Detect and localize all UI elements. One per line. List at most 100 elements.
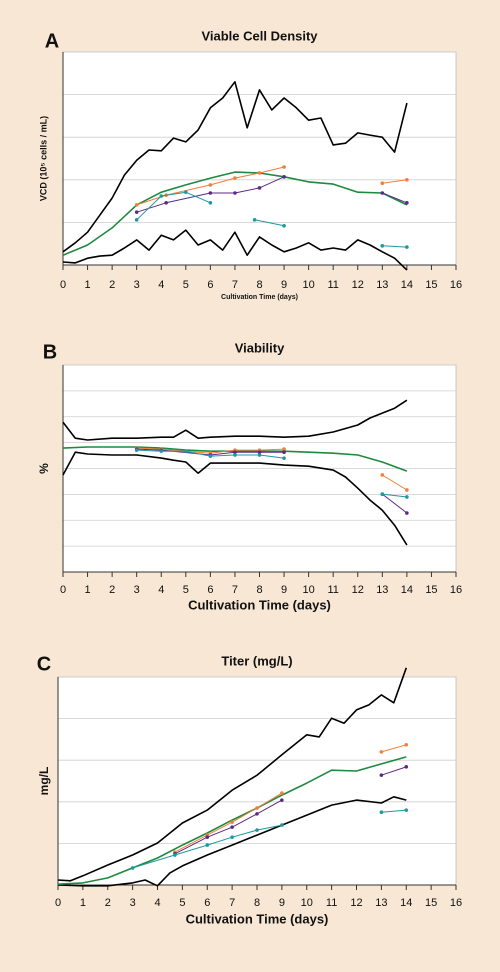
point <box>255 812 259 816</box>
point <box>282 447 286 451</box>
point <box>282 450 286 454</box>
x-tick-label: 3 <box>134 584 140 596</box>
x-tick-label: 11 <box>327 279 338 291</box>
point <box>257 171 262 175</box>
panel-letter: A <box>45 30 59 52</box>
series-line <box>132 809 407 869</box>
x-tick-label: 0 <box>60 279 66 291</box>
point <box>280 823 284 827</box>
x-tick-label: 4 <box>154 897 160 909</box>
point <box>380 244 385 248</box>
point <box>184 190 188 194</box>
x-tick-label: 12 <box>352 584 364 596</box>
chart-title: Titer (mg/L) <box>221 653 292 668</box>
x-tick-label: 10 <box>303 584 315 596</box>
x-tick-label: 5 <box>179 897 185 909</box>
point <box>282 224 286 228</box>
panel-letter: B <box>43 341 57 363</box>
series-line <box>57 796 407 887</box>
x-tick-label: 8 <box>256 279 262 291</box>
chart-title: Viability <box>235 340 285 355</box>
point <box>282 165 286 169</box>
panel-letter: C <box>37 653 51 675</box>
x-tick-label: 16 <box>450 279 462 291</box>
x-tick-label: 3 <box>134 279 140 291</box>
point <box>405 488 409 492</box>
series-line <box>62 229 408 271</box>
y-axis-label: % <box>37 463 51 474</box>
series-line <box>136 448 408 514</box>
x-tick-label: 8 <box>256 584 262 596</box>
x-tick-label: 3 <box>130 897 136 909</box>
x-tick-label: 1 <box>85 279 91 291</box>
point <box>184 449 188 453</box>
point <box>134 218 139 222</box>
point <box>159 449 164 453</box>
x-tick-label: 0 <box>60 584 66 596</box>
series-line <box>57 667 408 882</box>
y-axis-label: VCD (10⁵ cells / mL) <box>38 116 48 201</box>
x-tick-label: 10 <box>301 897 313 909</box>
plot-area <box>62 51 457 266</box>
point <box>380 191 385 195</box>
point <box>379 810 384 814</box>
x-axis-label: Cultivation Time (days) <box>221 294 298 301</box>
x-tick-label: 9 <box>281 584 287 596</box>
point <box>134 448 139 452</box>
point <box>233 450 237 454</box>
point <box>159 194 164 198</box>
x-tick-label: 5 <box>183 279 189 291</box>
x-axis-label: Cultivation Time (days) <box>188 597 331 612</box>
x-tick-label: 16 <box>450 897 462 909</box>
x-tick-label: 12 <box>352 279 364 291</box>
point <box>380 492 385 496</box>
x-tick-label: 14 <box>400 897 412 909</box>
series-line <box>57 756 407 885</box>
point <box>380 473 385 477</box>
x-tick-label: 2 <box>105 897 111 909</box>
series-line <box>62 399 408 441</box>
point <box>255 806 259 810</box>
series-line <box>62 81 408 253</box>
point <box>134 210 139 214</box>
point <box>233 176 237 180</box>
x-tick-label: 1 <box>80 897 86 909</box>
point <box>404 765 409 769</box>
point <box>257 453 262 457</box>
series-line <box>136 176 408 213</box>
point <box>379 750 384 754</box>
x-tick-label: 14 <box>401 279 413 291</box>
point <box>379 773 384 777</box>
x-tick-label: 4 <box>158 584 164 596</box>
x-tick-label: 9 <box>279 897 285 909</box>
point <box>380 181 385 186</box>
point <box>405 201 409 205</box>
x-tick-label: 11 <box>326 897 337 909</box>
x-tick-label: 13 <box>376 279 388 291</box>
x-tick-label: 4 <box>158 279 164 291</box>
series-line <box>136 191 407 248</box>
x-tick-label: 7 <box>232 279 238 291</box>
point <box>205 843 210 847</box>
point <box>208 201 213 205</box>
point <box>130 866 135 870</box>
point <box>208 183 213 187</box>
point <box>405 511 409 515</box>
x-tick-label: 2 <box>109 584 115 596</box>
point <box>257 450 262 454</box>
point <box>404 808 409 812</box>
x-tick-label: 13 <box>375 897 387 909</box>
x-axis-label: Cultivation Time (days) <box>186 911 329 926</box>
point <box>233 191 237 195</box>
x-tick-label: 6 <box>204 897 210 909</box>
x-tick-label: 6 <box>207 279 213 291</box>
point <box>405 245 409 249</box>
point <box>280 791 284 795</box>
point <box>164 201 168 205</box>
x-tick-label: 11 <box>327 584 338 596</box>
x-tick-label: 15 <box>425 897 437 909</box>
point <box>280 798 284 802</box>
x-tick-label: 13 <box>376 584 388 596</box>
point <box>257 186 262 190</box>
